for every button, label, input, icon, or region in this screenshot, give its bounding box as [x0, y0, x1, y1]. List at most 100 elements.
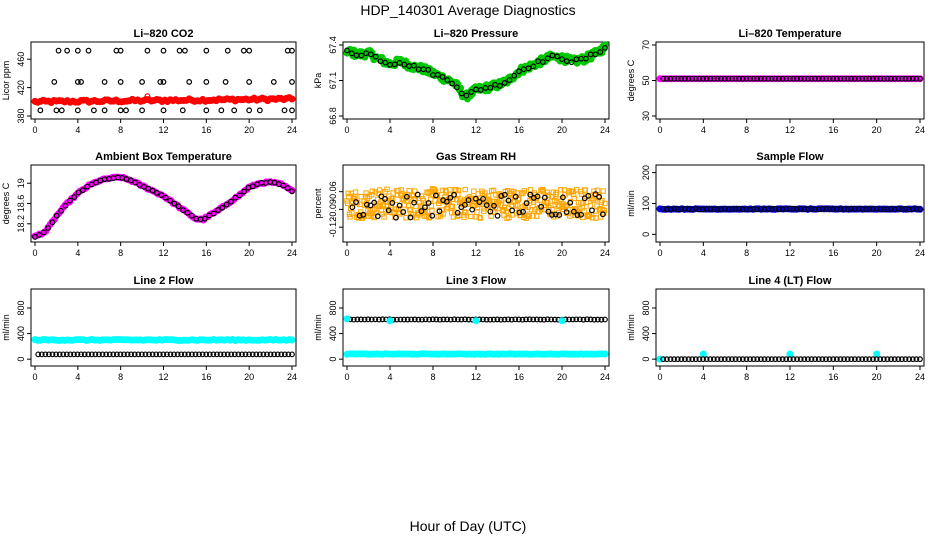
data-point: [596, 207, 603, 213]
data-point: [465, 316, 472, 323]
x-tick-label: 12: [471, 125, 481, 135]
data-point: [88, 351, 95, 358]
x-tick-label: 12: [471, 372, 481, 382]
y-tick-label: 50: [641, 75, 651, 85]
y-tick-label: 800: [328, 300, 338, 315]
data-point: [281, 107, 288, 114]
x-tick-label: 4: [387, 372, 392, 382]
y-tick-label: 67.4: [328, 36, 338, 54]
data-point: [786, 75, 793, 82]
data-point: [779, 75, 786, 82]
data-point: [703, 75, 710, 82]
data-point: [761, 356, 768, 363]
x-tick-label: 12: [158, 248, 168, 258]
data-point: [553, 189, 560, 196]
data-point: [754, 356, 761, 363]
x-tick-label: 0: [32, 372, 37, 382]
x-tick-label: 24: [600, 125, 610, 135]
data-point: [425, 66, 432, 73]
data-point: [135, 351, 142, 358]
data-point: [157, 79, 164, 85]
data-point: [462, 316, 468, 323]
data-point: [382, 196, 388, 202]
data-point: [381, 214, 387, 220]
data-point: [449, 80, 456, 87]
panel-title: Ambient Box Temperature: [95, 151, 232, 163]
data-point: [801, 356, 808, 363]
data-point: [674, 206, 681, 213]
x-tick-label: 0: [344, 125, 349, 135]
data-point: [685, 75, 692, 82]
data-point: [783, 75, 790, 82]
y-tick-label: 0: [328, 357, 338, 362]
series-outliers: [144, 93, 151, 100]
data-point: [674, 356, 681, 363]
data-point: [228, 198, 234, 205]
data-point: [240, 47, 247, 54]
x-tick-label: 24: [287, 248, 297, 258]
y-axis-label: Licor ppm: [1, 61, 11, 101]
data-point: [855, 205, 862, 212]
data-point: [53, 212, 60, 219]
data-point: [71, 194, 78, 200]
data-point: [600, 188, 606, 194]
data-point: [462, 201, 468, 208]
data-point: [149, 187, 156, 194]
y-tick-label: 800: [641, 300, 651, 315]
data-point: [599, 211, 606, 218]
data-point: [490, 316, 497, 323]
data-point: [181, 351, 188, 358]
data-point: [110, 351, 117, 358]
data-point: [567, 199, 574, 206]
data-point: [149, 351, 156, 358]
data-point: [117, 107, 124, 114]
data-point: [592, 51, 599, 58]
data-point: [663, 356, 670, 363]
data-point: [180, 207, 187, 214]
data-point: [592, 191, 599, 198]
x-tick-label: 8: [744, 248, 749, 258]
x-tick-label: 4: [75, 125, 80, 135]
data-point: [453, 84, 460, 91]
data-point: [743, 75, 750, 82]
data-point: [146, 351, 152, 358]
data-point: [596, 193, 603, 200]
data-point: [349, 210, 355, 216]
x-tick-label: 4: [701, 125, 706, 135]
data-point: [862, 206, 869, 213]
data-point: [501, 191, 508, 198]
series-cal-high: [55, 47, 295, 54]
data-point: [859, 205, 866, 212]
y-tick-label: -0.06: [328, 181, 338, 202]
data-point: [406, 188, 412, 194]
data-point: [725, 206, 732, 213]
series-samples: [349, 191, 606, 221]
data-point: [486, 198, 492, 204]
data-point: [117, 79, 124, 85]
data-point: [121, 351, 127, 358]
data-point: [599, 197, 605, 204]
data-point: [660, 75, 667, 82]
data-point: [581, 208, 587, 214]
y-axis-label: ml/min: [626, 190, 636, 217]
data-point: [210, 351, 217, 358]
data-point: [718, 356, 725, 363]
data-point: [493, 192, 499, 198]
data-point: [732, 75, 739, 82]
data-point: [754, 206, 761, 213]
data-point: [215, 207, 221, 213]
x-tick-label: 20: [557, 125, 567, 135]
data-point: [117, 47, 124, 54]
data-point: [85, 47, 92, 54]
data-point: [732, 356, 739, 363]
data-point: [761, 75, 768, 82]
data-point: [223, 201, 230, 208]
data-point: [750, 206, 757, 212]
series-mean: [343, 350, 609, 358]
data-point: [544, 55, 551, 62]
data-point: [75, 189, 82, 196]
data-point: [476, 214, 483, 221]
data-point: [56, 351, 63, 358]
data-point: [578, 211, 584, 218]
